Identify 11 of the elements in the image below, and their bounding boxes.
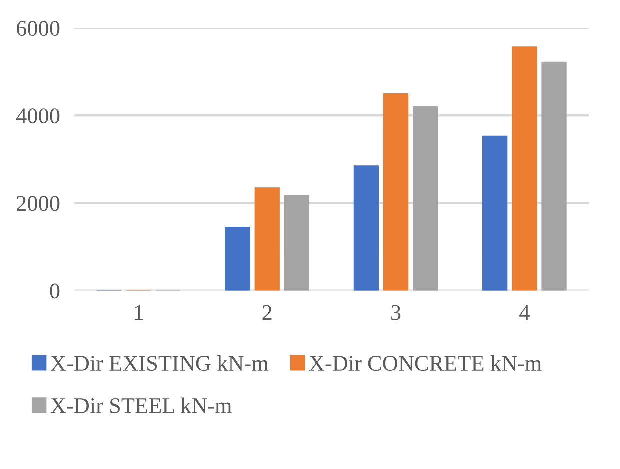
x-tick-label: 4 <box>520 305 530 320</box>
x-tick-label: 1 <box>135 305 143 320</box>
legend-label: X-Dir STEEL kN-m <box>50 398 232 414</box>
x-tick-label: 3 <box>392 305 401 320</box>
y-tick-label: 0 <box>50 284 60 299</box>
legend-label: X-Dir CONCRETE kN-m <box>309 355 542 372</box>
y-tick-label: 2000 <box>17 196 60 212</box>
y-tick-label: 6000 <box>17 21 60 36</box>
x-tick-label: 2 <box>262 305 272 320</box>
legend-label: X-Dir EXISTING kN-m <box>50 355 269 372</box>
y-tick-label: 4000 <box>16 108 60 124</box>
